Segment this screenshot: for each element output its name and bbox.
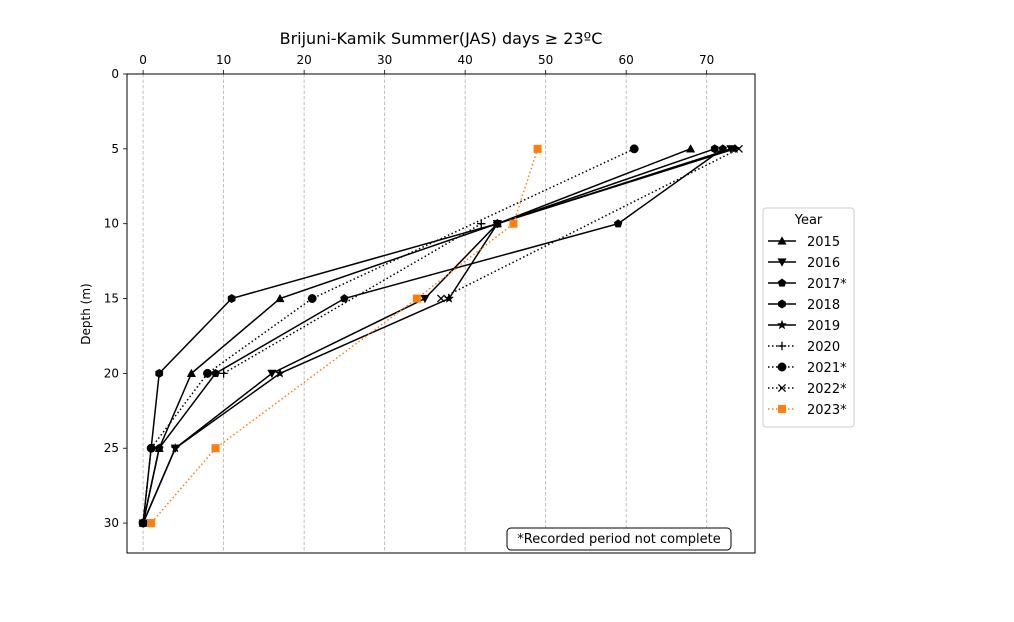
- y-tick-label: 15: [104, 292, 119, 306]
- legend-marker: [777, 236, 787, 245]
- legend-entry: 2021*: [768, 361, 847, 376]
- x-tick-label: 0: [139, 53, 147, 67]
- grid-lines: [142, 74, 708, 553]
- legend-marker: [777, 362, 787, 372]
- y-tick-label: 0: [111, 67, 119, 81]
- data-point: [146, 443, 156, 453]
- data-point: [533, 144, 542, 153]
- data-point: [267, 369, 277, 379]
- legend-entry: 2019: [768, 319, 840, 334]
- legend-label: 2017*: [807, 277, 847, 292]
- y-tick-label: 10: [104, 217, 119, 231]
- x-tick-label: 10: [216, 53, 231, 67]
- legend-marker: [776, 319, 788, 330]
- legend-label: 2018: [807, 298, 840, 313]
- data-point: [734, 144, 743, 153]
- data-point: [203, 368, 212, 378]
- legend-title: Year: [794, 213, 823, 228]
- data-point: [275, 293, 285, 303]
- data-point: [443, 293, 455, 303]
- legend-marker: [777, 404, 787, 414]
- x-tick-label: 30: [377, 53, 392, 67]
- series-line: [142, 148, 635, 524]
- data-point: [307, 294, 317, 303]
- y-tick-label: 30: [104, 516, 119, 530]
- data-point: [340, 294, 349, 303]
- legend-entry: 2015: [768, 235, 840, 250]
- series-2023-star: [147, 144, 542, 528]
- series-2022-star: [436, 144, 743, 303]
- data-point: [186, 368, 197, 377]
- y-axis-label: Depth (m): [79, 283, 93, 344]
- x-tick-label: 40: [458, 53, 473, 67]
- series-2020: [219, 219, 486, 378]
- legend-label: 2020: [807, 340, 840, 355]
- data-point: [274, 368, 286, 378]
- data-point: [211, 444, 220, 453]
- axes: 0 10 20 30 40 50 60 70 0 5 10 15 20 25 30: [104, 53, 715, 530]
- legend-entry: 2022*: [768, 382, 847, 397]
- x-tick-label: 50: [538, 53, 553, 67]
- data-point: [685, 144, 696, 153]
- series-line: [142, 148, 724, 524]
- legend-label: 2016: [807, 256, 840, 271]
- data-point: [509, 219, 518, 228]
- x-tick-label: 70: [699, 53, 714, 67]
- data-point: [477, 219, 486, 228]
- legend-label: 2023*: [807, 403, 847, 418]
- note-box-frame: [506, 527, 732, 551]
- legend-label: 2021*: [807, 361, 847, 376]
- plot-frame: [126, 73, 756, 554]
- x-tick-label: 60: [619, 53, 634, 67]
- legend-entry: 2017*: [768, 277, 847, 292]
- data-point: [154, 443, 164, 452]
- y-tick-label: 20: [104, 366, 119, 380]
- legend-marker: [777, 278, 787, 287]
- series-line: [142, 148, 715, 524]
- legend-label: 2015: [807, 235, 840, 250]
- legend-entry: 2016: [768, 256, 840, 271]
- chart-title: Brijuni-Kamik Summer(JAS) days ≥ 23ºC: [280, 29, 603, 48]
- data-point: [412, 294, 421, 303]
- series-2021-star: [138, 144, 639, 528]
- series-line: [223, 223, 482, 375]
- legend-marker: [777, 341, 787, 351]
- data-point: [138, 518, 148, 528]
- data-point: [147, 519, 156, 528]
- data-point: [155, 368, 164, 378]
- data-point: [211, 368, 220, 378]
- legend-marker: [777, 383, 787, 393]
- legend-label: 2019: [807, 319, 840, 334]
- legend-entry: 2020: [768, 340, 840, 355]
- legend-entry: 2018: [768, 298, 840, 313]
- legend-entry: 2023*: [768, 403, 847, 418]
- data-point: [219, 369, 228, 378]
- data-point: [436, 294, 446, 303]
- note-text: *Recorded period not complete: [517, 532, 721, 547]
- data-point: [227, 294, 236, 304]
- data-point: [170, 442, 181, 453]
- y-tick-label: 25: [104, 441, 119, 455]
- note-box: *Recorded period not complete: [506, 527, 732, 551]
- legend-label: 2022*: [807, 382, 847, 397]
- legend-marker: [777, 258, 787, 267]
- series-line: [142, 148, 736, 524]
- legend-marker: [778, 299, 786, 309]
- legend: Year 2015 2016 2017* 2018 2019 2020 2021* 2022* 2…: [762, 207, 855, 428]
- data-point: [710, 144, 719, 154]
- data-point: [613, 219, 623, 228]
- y-tick-label: 5: [111, 142, 119, 156]
- data-point: [629, 144, 639, 154]
- x-tick-label: 20: [296, 53, 311, 67]
- data-point: [420, 294, 430, 304]
- series-layer: [138, 143, 743, 528]
- data-point: [492, 218, 503, 229]
